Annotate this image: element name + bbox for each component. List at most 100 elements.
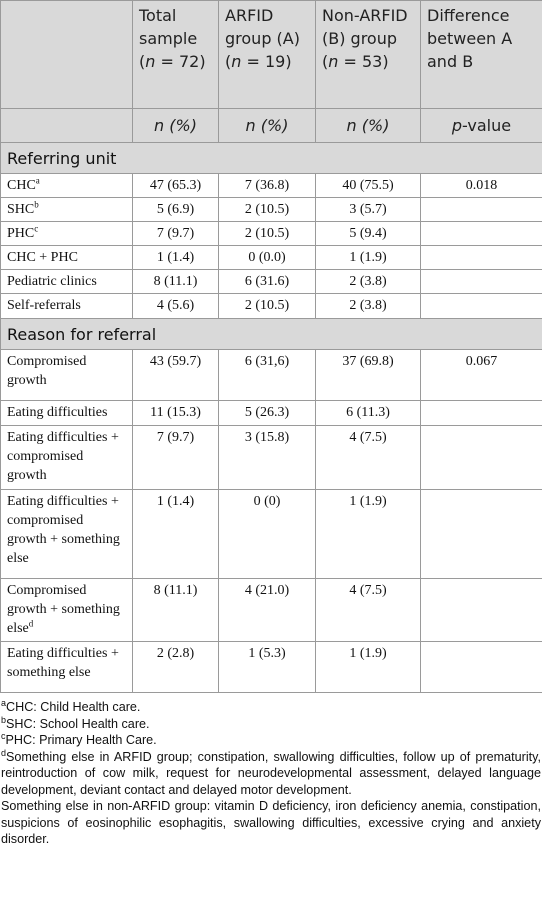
text: Non-ARFID (B) group ( [322,6,408,71]
value-cell [420,641,542,693]
value-cell: 7 (9.7) [132,425,219,490]
header-cell: ARFID group (A) (n = 19) [218,0,316,109]
value-cell: 4 (7.5) [315,425,421,490]
footnote-text: SHC: School Health care. [6,716,150,731]
header-cell: Non-ARFID (B) group (n = 53) [315,0,421,109]
value-cell: 4 (5.6) [132,293,219,319]
footnote-text: Something else in ARFID group; constipat… [1,749,541,797]
header-cell: Difference between A and B [420,0,542,109]
value-cell: 43 (59.7) [132,349,219,401]
row-label: PHCc [0,221,133,246]
value-cell: 2 (10.5) [218,197,316,222]
text: Eating difficulties + something else [7,646,119,680]
value-cell: 3 (15.8) [218,425,316,490]
footnote: cPHC: Primary Health Care. [1,730,541,749]
value-cell: 6 (31.6) [218,269,316,294]
value-cell: 2 (3.8) [315,293,421,319]
subheader-row: n (%) n (%) n (%) p-value [0,108,542,143]
row-label: Compromised growth [0,349,133,401]
text: Pediatric clinics [7,274,97,289]
value-cell [420,269,542,294]
data-row: CHC + PHC 1 (1.4) 0 (0.0) 1 (1.9) [0,245,542,270]
header-cell [0,108,133,143]
value-cell: 37 (69.8) [315,349,421,401]
header-cell: n (%) [218,108,316,143]
text: = 53) [338,52,389,71]
italic-text: n (%) [154,116,197,135]
header-row: Total sample (n = 72) ARFID group (A) (n … [0,0,542,109]
row-label: Eating difficulties + something else [0,641,133,693]
text: Compromised growth [7,354,87,388]
text: Eating difficulties [7,405,108,420]
section-title: Reason for referral [0,318,542,350]
row-label: Eating difficulties + compromised growth [0,425,133,490]
row-label: CHC + PHC [0,245,133,270]
value-cell: 2 (3.8) [315,269,421,294]
value-cell: 1 (1.9) [315,245,421,270]
value-cell: 47 (65.3) [132,173,219,198]
row-label: CHCa [0,173,133,198]
footnote-mark: b [34,199,39,210]
data-row: Compromised growth 43 (59.7) 6 (31,6) 37 (6… [0,349,542,401]
italic-text: p [451,116,463,135]
value-cell: 11 (15.3) [132,400,219,426]
value-cell: 8 (11.1) [132,269,219,294]
footnote-mark: a [1,697,7,708]
footnote: bSHC: School Health care. [1,715,541,733]
data-row: Eating difficulties + something else 2 (2… [0,641,542,693]
value-cell [420,489,542,579]
value-cell: 5 (6.9) [132,197,219,222]
value-cell: 0.018 [420,173,542,198]
data-row: Pediatric clinics 8 (11.1) 6 (31.6) 2 (3.8) [0,269,542,294]
value-cell: 0.067 [420,349,542,401]
text: CHC + PHC [7,250,78,265]
text: CHC [7,178,36,193]
value-cell: 1 (5.3) [218,641,316,693]
row-label: Pediatric clinics [0,269,133,294]
data-row: PHCc 7 (9.7) 2 (10.5) 5 (9.4) [0,221,542,246]
value-cell: 6 (31,6) [218,349,316,401]
value-cell: 0 (0.0) [218,245,316,270]
text: -value [462,116,512,135]
value-cell: 7 (36.8) [218,173,316,198]
text: Compromised growth + something else [7,583,120,636]
text: ARFID group (A) ( [225,6,300,71]
value-cell: 40 (75.5) [315,173,421,198]
section-row: Reason for referral [0,318,542,350]
value-cell: 5 (9.4) [315,221,421,246]
text: = 72) [155,52,206,71]
value-cell: 1 (1.4) [132,489,219,579]
header-cell [0,0,133,109]
row-label: Self-referrals [0,293,133,319]
italic-text: n (%) [245,116,289,135]
footnote: Something else in non-ARFID group: vitam… [1,798,541,848]
value-cell [420,425,542,490]
value-cell [420,221,542,246]
value-cell [420,578,542,642]
data-row: Eating difficulties + compromised growth… [0,425,542,490]
footnote-text: PHC: Primary Health Care. [5,733,157,747]
value-cell: 6 (11.3) [315,400,421,426]
data-row: SHCb 5 (6.9) 2 (10.5) 3 (5.7) [0,197,542,222]
header-cell: Total sample (n = 72) [132,0,219,109]
footnote: aCHC: Child Health care. [1,697,541,716]
table-body: Total sample (n = 72) ARFID group (A) (n … [0,0,542,693]
italic-text: n [231,52,242,71]
footnote-mark: c [1,730,6,741]
footnote-text: CHC: Child Health care. [6,700,141,714]
value-cell: 3 (5.7) [315,197,421,222]
footnote-mark: a [35,175,40,186]
text: Eating difficulties + compromised growth [7,430,119,483]
value-cell: 4 (21.0) [218,578,316,642]
header-cell: n (%) [132,108,219,143]
value-cell: 1 (1.4) [132,245,219,270]
value-cell [420,197,542,222]
text: = 19) [241,52,292,71]
text: Total sample ( [139,6,198,71]
text: Self-referrals [7,298,81,313]
section-title: Referring unit [0,142,542,174]
value-cell: 2 (10.5) [218,221,316,246]
text: SHC [7,202,35,217]
value-cell [420,245,542,270]
footnote-mark: d [28,618,34,629]
